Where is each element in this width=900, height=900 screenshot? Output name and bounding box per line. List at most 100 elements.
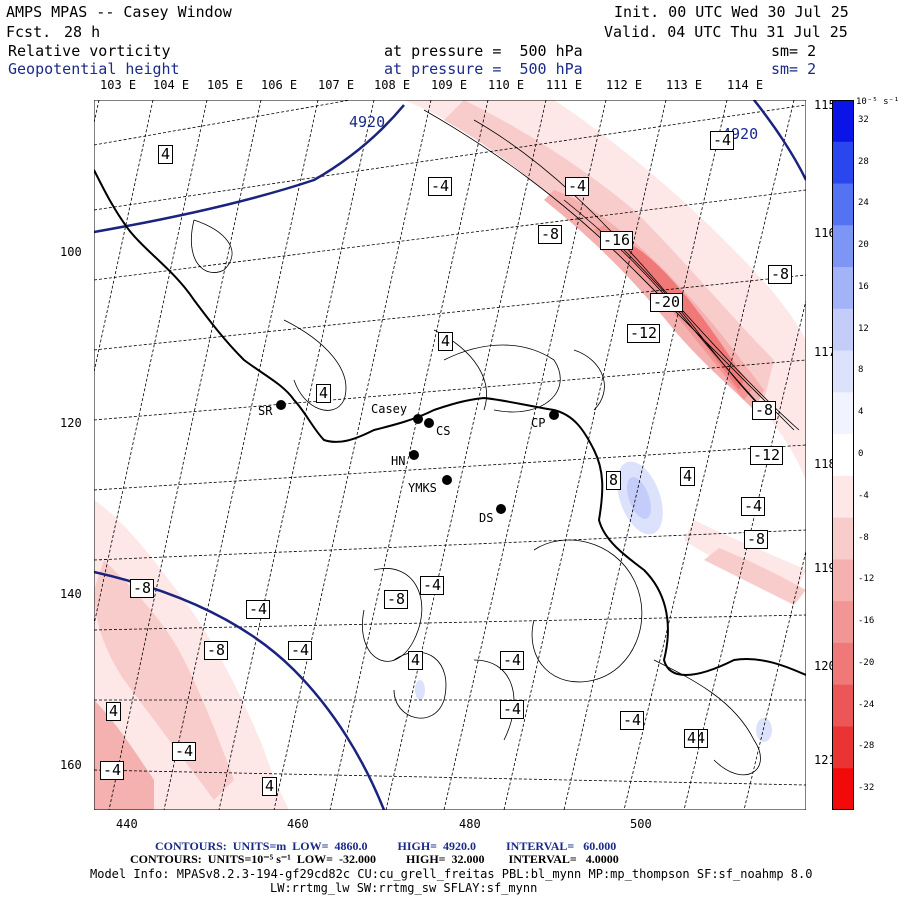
vorticity-contour-label: -12 <box>627 324 661 343</box>
lon-label: 103 E <box>100 78 137 92</box>
vorticity-contour-label: 8 <box>606 471 622 490</box>
colorbar-tick-label: -24 <box>858 699 875 710</box>
geopotential-contours <box>94 100 806 810</box>
footer-model-info-2: LW:rrtmg_lw SW:rrtmg_sw SFLAY:sf_mynn <box>270 881 538 895</box>
field2-pressure: at pressure = 500 hPa <box>384 60 583 78</box>
station-label: HN <box>391 454 406 468</box>
colorbar-tick-label: -32 <box>858 783 875 794</box>
vorticity-contour-label: -4 <box>246 600 271 619</box>
colorbar-unit: 10⁻⁵ s⁻¹ <box>856 97 900 107</box>
forecast-hour: 28 h <box>64 23 101 41</box>
vorticity-contour-label: -4 <box>741 497 766 516</box>
vorticity-contour-label: 4 <box>680 467 696 486</box>
y-tick-label: 160 <box>60 758 82 772</box>
vorticity-contour-label: -12 <box>750 446 784 465</box>
lon-label: 109 E <box>431 78 468 92</box>
vorticity-contour-label: -4 <box>172 742 197 761</box>
lon-label: 112 E <box>606 78 643 92</box>
colorbar-swatch <box>832 350 854 393</box>
vorticity-contour-label: -4 <box>565 177 590 196</box>
colorbar-tick-label: 8 <box>858 365 864 376</box>
colorbar-swatch <box>832 434 854 477</box>
lon-label: 111 E <box>546 78 583 92</box>
colorbar-swatch <box>832 267 854 310</box>
vorticity-contour-label: -8 <box>538 225 563 244</box>
vorticity-contour-label: -4 <box>500 651 525 670</box>
lon-label: 114 E <box>727 78 764 92</box>
lon-label: 105 E <box>207 78 244 92</box>
colorbar-tick-label: 24 <box>858 198 869 209</box>
colorbar-swatch <box>832 559 854 602</box>
station-label: CS <box>436 424 451 438</box>
colorbar-swatch <box>832 684 854 727</box>
colorbar-tick-label: 32 <box>858 114 869 125</box>
footer-height-contours: CONTOURS: UNITS=m LOW= 4860.0 HIGH= 4920… <box>155 839 617 853</box>
vorticity-contour-label: -8 <box>130 579 155 598</box>
field2-name: Geopotential height <box>8 60 180 78</box>
colorbar-swatch <box>832 517 854 560</box>
vorticity-contour-label: -4 <box>428 177 453 196</box>
footer-vorticity-contours: CONTOURS: UNITS=10⁻⁵ s⁻¹ LOW= -32.000 HI… <box>130 852 619 866</box>
colorbar-tick-label: -8 <box>858 532 869 543</box>
colorbar-tick-label: 28 <box>858 156 869 167</box>
vorticity-contour-label: 4 <box>262 777 278 796</box>
vorticity-contour-label: -8 <box>204 641 229 660</box>
positive-vorticity-shading <box>415 461 772 742</box>
colorbar-tick-label: -28 <box>858 741 875 752</box>
colorbar-tick-label: -12 <box>858 574 875 585</box>
coastline <box>94 169 806 676</box>
map-title: AMPS MPAS -- Casey Window <box>6 3 232 21</box>
vorticity-contour-label: 4 <box>106 702 122 721</box>
vorticity-contour-label: -8 <box>752 401 777 420</box>
lon-label: 104 E <box>153 78 190 92</box>
vorticity-contour-label: -4 <box>100 761 125 780</box>
vorticity-contour-label: -8 <box>768 265 793 284</box>
station-label: CP <box>531 416 546 430</box>
y-tick-label: 100 <box>60 245 82 259</box>
height-contour-label: 4920 <box>349 113 386 131</box>
colorbar-tick-label: 4 <box>858 407 864 418</box>
vorticity-contour-label: -16 <box>600 231 634 250</box>
colorbar-tick-label: -4 <box>858 490 869 501</box>
x-tick-label: 440 <box>116 817 138 831</box>
colorbar-tick-label: 12 <box>858 323 869 334</box>
vorticity-contour-label: 4 <box>316 384 332 403</box>
station-label: Casey <box>371 402 408 416</box>
lon-label: 108 E <box>374 78 411 92</box>
station-label: SR <box>258 404 273 418</box>
y-tick-label: 140 <box>60 587 82 601</box>
field1-name: Relative vorticity <box>8 42 171 60</box>
colorbar-swatch <box>832 100 854 143</box>
colorbar-tick-label: -16 <box>858 616 875 627</box>
colorbar-swatch <box>832 642 854 686</box>
x-tick-label: 460 <box>287 817 309 831</box>
vorticity-contour-label: -4 <box>620 711 645 730</box>
colorbar-swatch <box>832 141 854 185</box>
station-label: YMKS <box>408 481 437 495</box>
colorbar-swatch <box>832 392 854 435</box>
station-label: DS <box>479 511 494 525</box>
vorticity-contour-label: 4 <box>684 729 700 748</box>
colorbar-tick-label: 20 <box>858 240 869 251</box>
lon-label: 107 E <box>318 78 355 92</box>
colorbar-swatch <box>832 475 854 519</box>
field2-smoothing: sm= 2 <box>771 60 817 78</box>
valid-time: Valid. 04 UTC Thu 31 Jul 25 <box>604 23 848 41</box>
lon-label: 113 E <box>666 78 703 92</box>
colorbar-swatch <box>832 225 854 268</box>
colorbar <box>832 100 854 810</box>
vorticity-contour-label: -20 <box>650 293 684 312</box>
colorbar-tick-label: -20 <box>858 657 875 668</box>
colorbar-tick-label: 0 <box>858 449 864 459</box>
y-tick-label: 120 <box>60 416 82 430</box>
station-markers <box>276 400 559 514</box>
colorbar-tick-label: 16 <box>858 281 869 292</box>
lon-label: 106 E <box>261 78 298 92</box>
vorticity-contour-label: -4 <box>420 576 445 595</box>
vorticity-contour-label: 4 <box>158 145 174 164</box>
vorticity-contour-label: -8 <box>744 530 769 549</box>
vorticity-contour-label: -4 <box>710 131 735 150</box>
x-tick-label: 480 <box>459 817 481 831</box>
colorbar-swatch <box>832 183 854 226</box>
vorticity-contour-label: -8 <box>384 590 409 609</box>
